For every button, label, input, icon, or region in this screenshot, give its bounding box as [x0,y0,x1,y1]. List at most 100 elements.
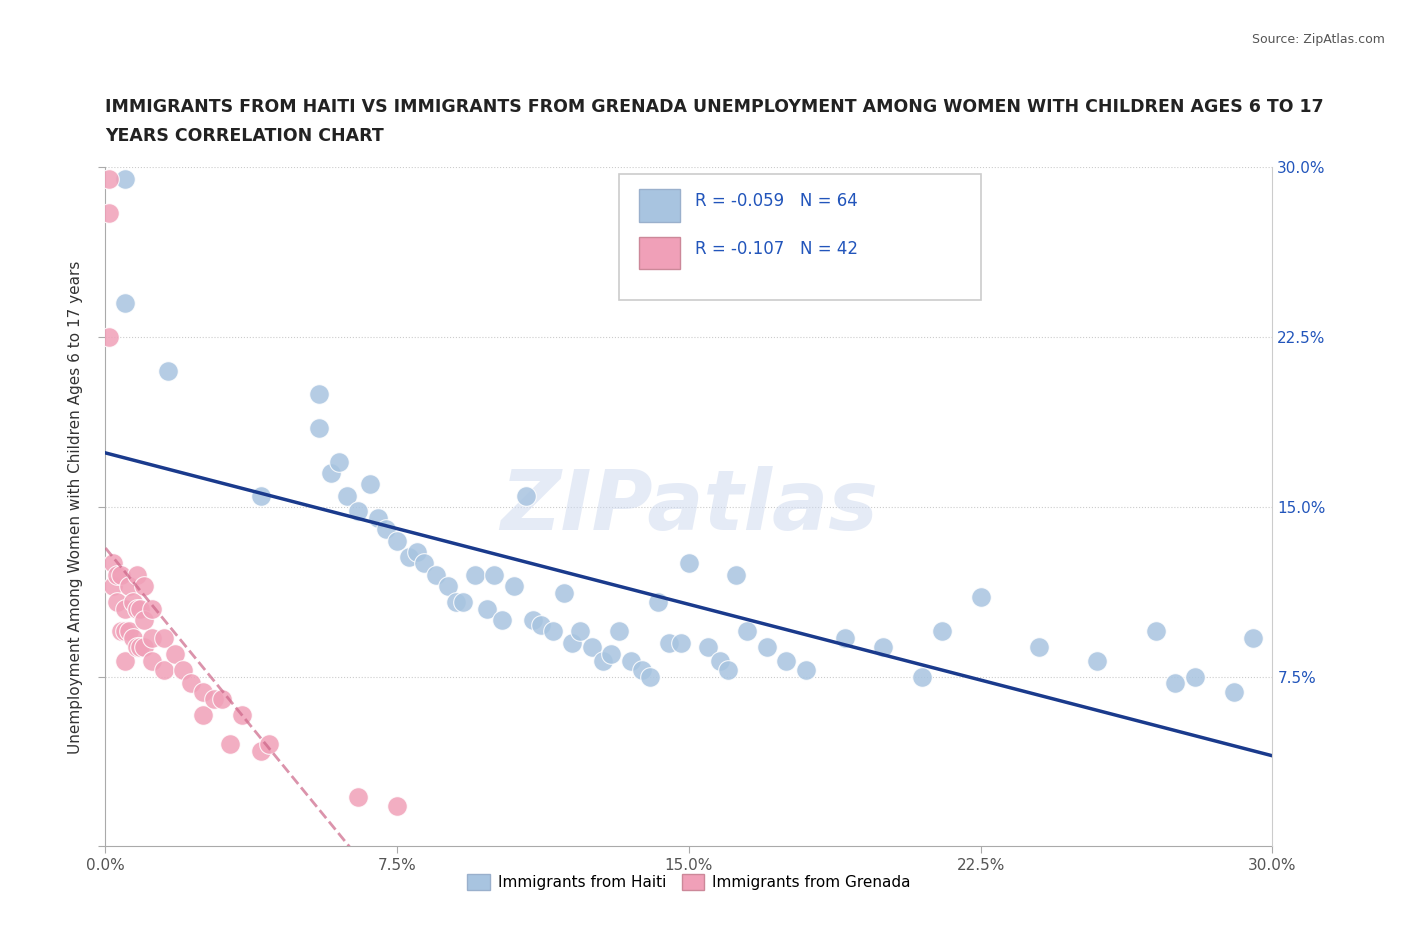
Point [98,206,121,220]
Point [515,488,537,503]
Point [1028,640,1050,655]
Point [347,504,370,519]
Point [755,640,778,655]
Point [425,567,447,582]
Point [191,708,214,723]
Point [367,511,389,525]
Point [1085,653,1108,668]
Point [619,653,641,668]
Point [436,578,458,593]
Point [1222,685,1244,700]
Point [180,676,202,691]
Point [717,662,740,677]
Point [581,640,603,655]
Point [191,685,214,700]
Point [202,692,225,707]
Point [405,545,427,560]
Point [678,556,700,571]
Point [347,789,370,804]
Y-axis label: Unemployment Among Women with Children Ages 6 to 17 years: Unemployment Among Women with Children A… [67,260,83,753]
Point [98,171,121,186]
Point [658,635,681,650]
Point [385,798,408,813]
Point [724,567,747,582]
Point [153,662,174,677]
Point [172,662,194,677]
Point [134,578,156,593]
Point [530,618,553,632]
Point [453,594,475,609]
Point [491,613,513,628]
Point [553,585,575,600]
Point [1164,676,1187,691]
Point [125,640,148,655]
Point [569,624,592,639]
Point [105,567,128,582]
Point [1184,670,1206,684]
Point [775,653,797,668]
Point [374,522,396,537]
Point [114,602,136,617]
Point [141,602,163,617]
Point [129,602,152,617]
Point [156,364,179,379]
Point [98,330,121,345]
Bar [638,236,679,270]
Point [308,386,330,401]
Point [600,646,623,661]
Point [308,420,330,435]
Point [250,488,273,503]
Point [336,488,359,503]
Point [475,602,498,617]
Point [319,466,342,481]
Point [709,653,731,668]
Point [697,640,720,655]
Point [385,534,408,549]
Text: R = -0.059   N = 64: R = -0.059 N = 64 [695,193,858,210]
Text: R = -0.107   N = 42: R = -0.107 N = 42 [695,240,858,258]
Point [794,662,817,677]
Point [931,624,953,639]
Bar [638,189,679,221]
Point [141,653,163,668]
Point [153,631,174,645]
Point [141,631,163,645]
Legend: Immigrants from Haiti, Immigrants from Grenada: Immigrants from Haiti, Immigrants from G… [461,869,917,897]
Point [118,624,141,639]
Point [522,613,544,628]
Point [110,624,132,639]
Text: YEARS CORRELATION CHART: YEARS CORRELATION CHART [105,127,384,145]
Point [737,624,759,639]
Point [125,602,148,617]
Point [607,624,630,639]
Point [413,556,436,571]
Point [359,477,381,492]
Text: IMMIGRANTS FROM HAITI VS IMMIGRANTS FROM GRENADA UNEMPLOYMENT AMONG WOMEN WITH C: IMMIGRANTS FROM HAITI VS IMMIGRANTS FROM… [105,98,1324,115]
Point [484,567,506,582]
Point [638,670,661,684]
Point [103,556,125,571]
Point [134,613,156,628]
Point [125,567,148,582]
Point [444,594,467,609]
Point [647,594,669,609]
Point [257,737,280,752]
Point [129,640,152,655]
Point [1144,624,1167,639]
Point [834,631,856,645]
Point [114,624,136,639]
Point [970,590,993,604]
Point [134,640,156,655]
Point [561,635,583,650]
Point [105,594,128,609]
Point [219,737,242,752]
FancyBboxPatch shape [619,174,981,299]
Point [669,635,692,650]
Point [114,653,136,668]
Text: Source: ZipAtlas.com: Source: ZipAtlas.com [1251,33,1385,46]
Point [464,567,486,582]
Point [110,567,132,582]
Point [231,708,253,723]
Point [165,646,187,661]
Point [541,624,564,639]
